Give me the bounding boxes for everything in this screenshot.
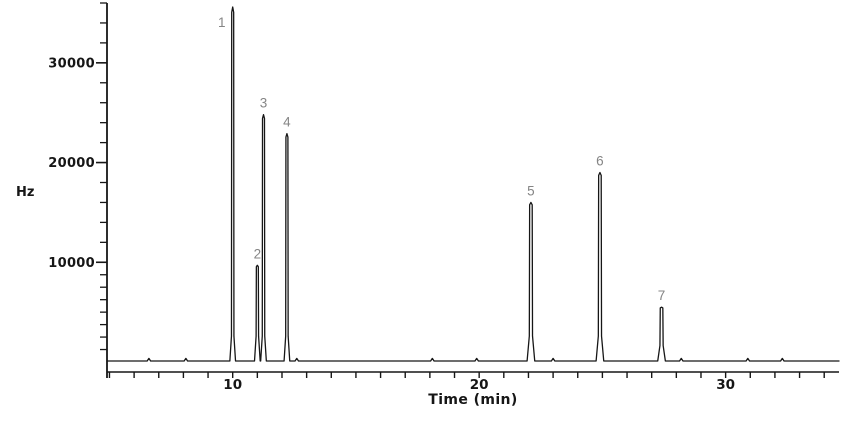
y-tick-label-10000: 10000 [48, 256, 95, 271]
x-tick-label-10: 10 [223, 377, 242, 393]
y-tick-label-20000: 20000 [48, 156, 95, 171]
peak-label-2: 2 [254, 246, 262, 261]
y-tick-label-30000: 30000 [48, 56, 95, 71]
x-tick-label-20: 20 [470, 377, 489, 393]
peak-label-4: 4 [283, 115, 291, 130]
peak-label-3: 3 [260, 96, 268, 111]
y-axis-title: Hz [16, 185, 34, 200]
peak-label-1: 1 [218, 15, 226, 30]
x-tick-label-30: 30 [716, 377, 735, 393]
x-axis-title: Time (min) [428, 392, 517, 408]
signal-trace [106, 6, 840, 362]
peak-label-7: 7 [658, 288, 666, 303]
peak-label-6: 6 [596, 154, 604, 169]
peak-label-5: 5 [527, 183, 535, 198]
